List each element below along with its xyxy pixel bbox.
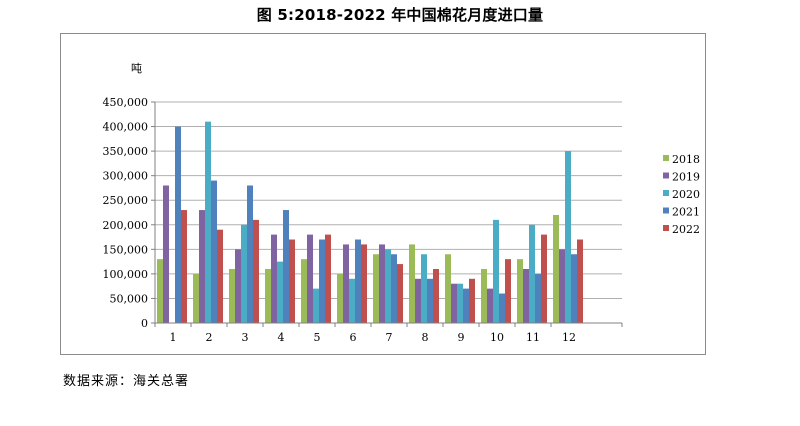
legend-label-2021: 2021 [672,206,700,219]
bar-2018-12 [553,214,559,323]
bar-2019-5 [307,234,313,323]
bar-2022-12 [577,239,583,323]
legend-swatch-2020 [663,190,669,196]
bar-2020-10 [493,219,499,323]
x-tick-label: 9 [458,331,465,344]
bar-2021-4 [283,210,289,323]
legend-swatch-2019 [663,172,669,179]
bar-2019-3 [235,249,241,323]
bar-2019-6 [343,244,349,323]
bar-2018-1 [157,259,163,323]
bar-2020-11 [529,224,535,323]
bar-2020-2 [205,121,211,324]
bar-2021-11 [535,273,541,323]
chart-frame [60,33,706,355]
bar-2020-9 [457,283,463,323]
bar-2020-7 [385,249,391,323]
bar-2019-11 [523,268,529,323]
bar-2018-9 [445,254,451,323]
y-tick-label: 100,000 [103,268,149,281]
y-tick-label: 300,000 [103,170,149,183]
x-tick-label: 10 [490,331,504,344]
axes: 0 50,000 100,000 150,000 200,000 250,000 300,0… [103,62,623,344]
y-tick-label: 200,000 [103,219,149,232]
y-unit-label: 吨 [131,62,142,75]
legend-label-2022: 2022 [672,223,700,236]
bar-2022-6 [361,244,367,323]
bar-2022-10 [505,259,511,323]
x-tick-label: 4 [278,331,285,344]
bar-2021-7 [391,254,397,323]
legend-swatch-2021 [663,207,669,214]
bar-2020-4 [277,261,283,323]
legend: 2018 2019 2020 2021 2022 [663,153,700,236]
bar-2018-2 [193,273,199,323]
bar-2021-9 [463,288,469,323]
bar-2020-8 [421,254,427,323]
bar-2018-10 [481,268,487,323]
bar-2019-7 [379,244,385,323]
bar-2022-8 [433,268,439,323]
bar-2018-8 [409,244,415,323]
bar-2022-2 [217,229,223,323]
bar-2022-3 [253,219,259,323]
bar-2021-3 [247,185,253,323]
bar-2021-10 [499,293,505,323]
bar-2021-5 [319,239,325,323]
chart-title: 图 5:2018-2022 年中国棉花月度进口量 [256,6,544,24]
bar-2020-12 [565,151,571,323]
bar-2019-4 [271,234,277,323]
bar-2019-1 [163,185,169,323]
x-tick-label: 7 [386,331,393,344]
data-source-note: 数据来源：海关总署 [63,374,190,389]
bar-2021-2 [211,180,217,323]
legend-label-2018: 2018 [672,153,700,166]
x-tick-label: 1 [170,331,177,344]
bar-2022-7 [397,264,403,323]
bar-2018-5 [301,259,307,323]
bar-2018-4 [265,268,271,323]
legend-swatch-2018 [663,155,669,161]
bar-2018-7 [373,254,379,323]
bar-2019-2 [199,210,205,323]
x-tick-label: 5 [314,331,321,344]
bar-2022-11 [541,234,547,323]
bar-2022-4 [289,239,295,323]
bar-2018-6 [337,273,343,323]
bar-2018-11 [517,259,523,323]
legend-label-2019: 2019 [672,171,700,184]
x-tick-label: 6 [350,331,357,344]
legend-label-2020: 2020 [672,188,700,201]
bar-2019-10 [487,288,493,323]
y-tick-label: 400,000 [103,121,149,134]
y-tick-label: 150,000 [103,243,149,256]
bar-2022-9 [469,278,475,323]
bar-2021-8 [427,278,433,323]
bar-2020-5 [313,288,319,323]
y-tick-label: 50,000 [110,292,149,305]
bar-2021-1 [175,126,181,323]
bar-2019-12 [559,249,565,323]
bar-2020-3 [241,224,247,323]
y-tick-label: 0 [141,317,148,330]
bar-2019-8 [415,278,421,323]
y-tick-label: 250,000 [103,194,149,207]
bar-2021-6 [355,239,361,323]
bar-2019-9 [451,283,457,323]
bar-2022-5 [325,234,331,323]
x-tick-label: 11 [526,331,540,344]
x-tick-label: 8 [422,331,429,344]
bar-2021-12 [571,254,577,323]
y-tick-label: 450,000 [103,96,149,109]
legend-swatch-2022 [663,225,669,231]
x-tick-label: 3 [242,331,249,344]
x-tick-label: 2 [206,331,213,344]
bars [157,121,583,324]
bar-2022-1 [181,210,187,323]
y-tick-label: 350,000 [103,145,149,158]
bar-2020-6 [349,278,355,323]
x-tick-label: 12 [562,331,576,344]
bar-2018-3 [229,268,235,323]
